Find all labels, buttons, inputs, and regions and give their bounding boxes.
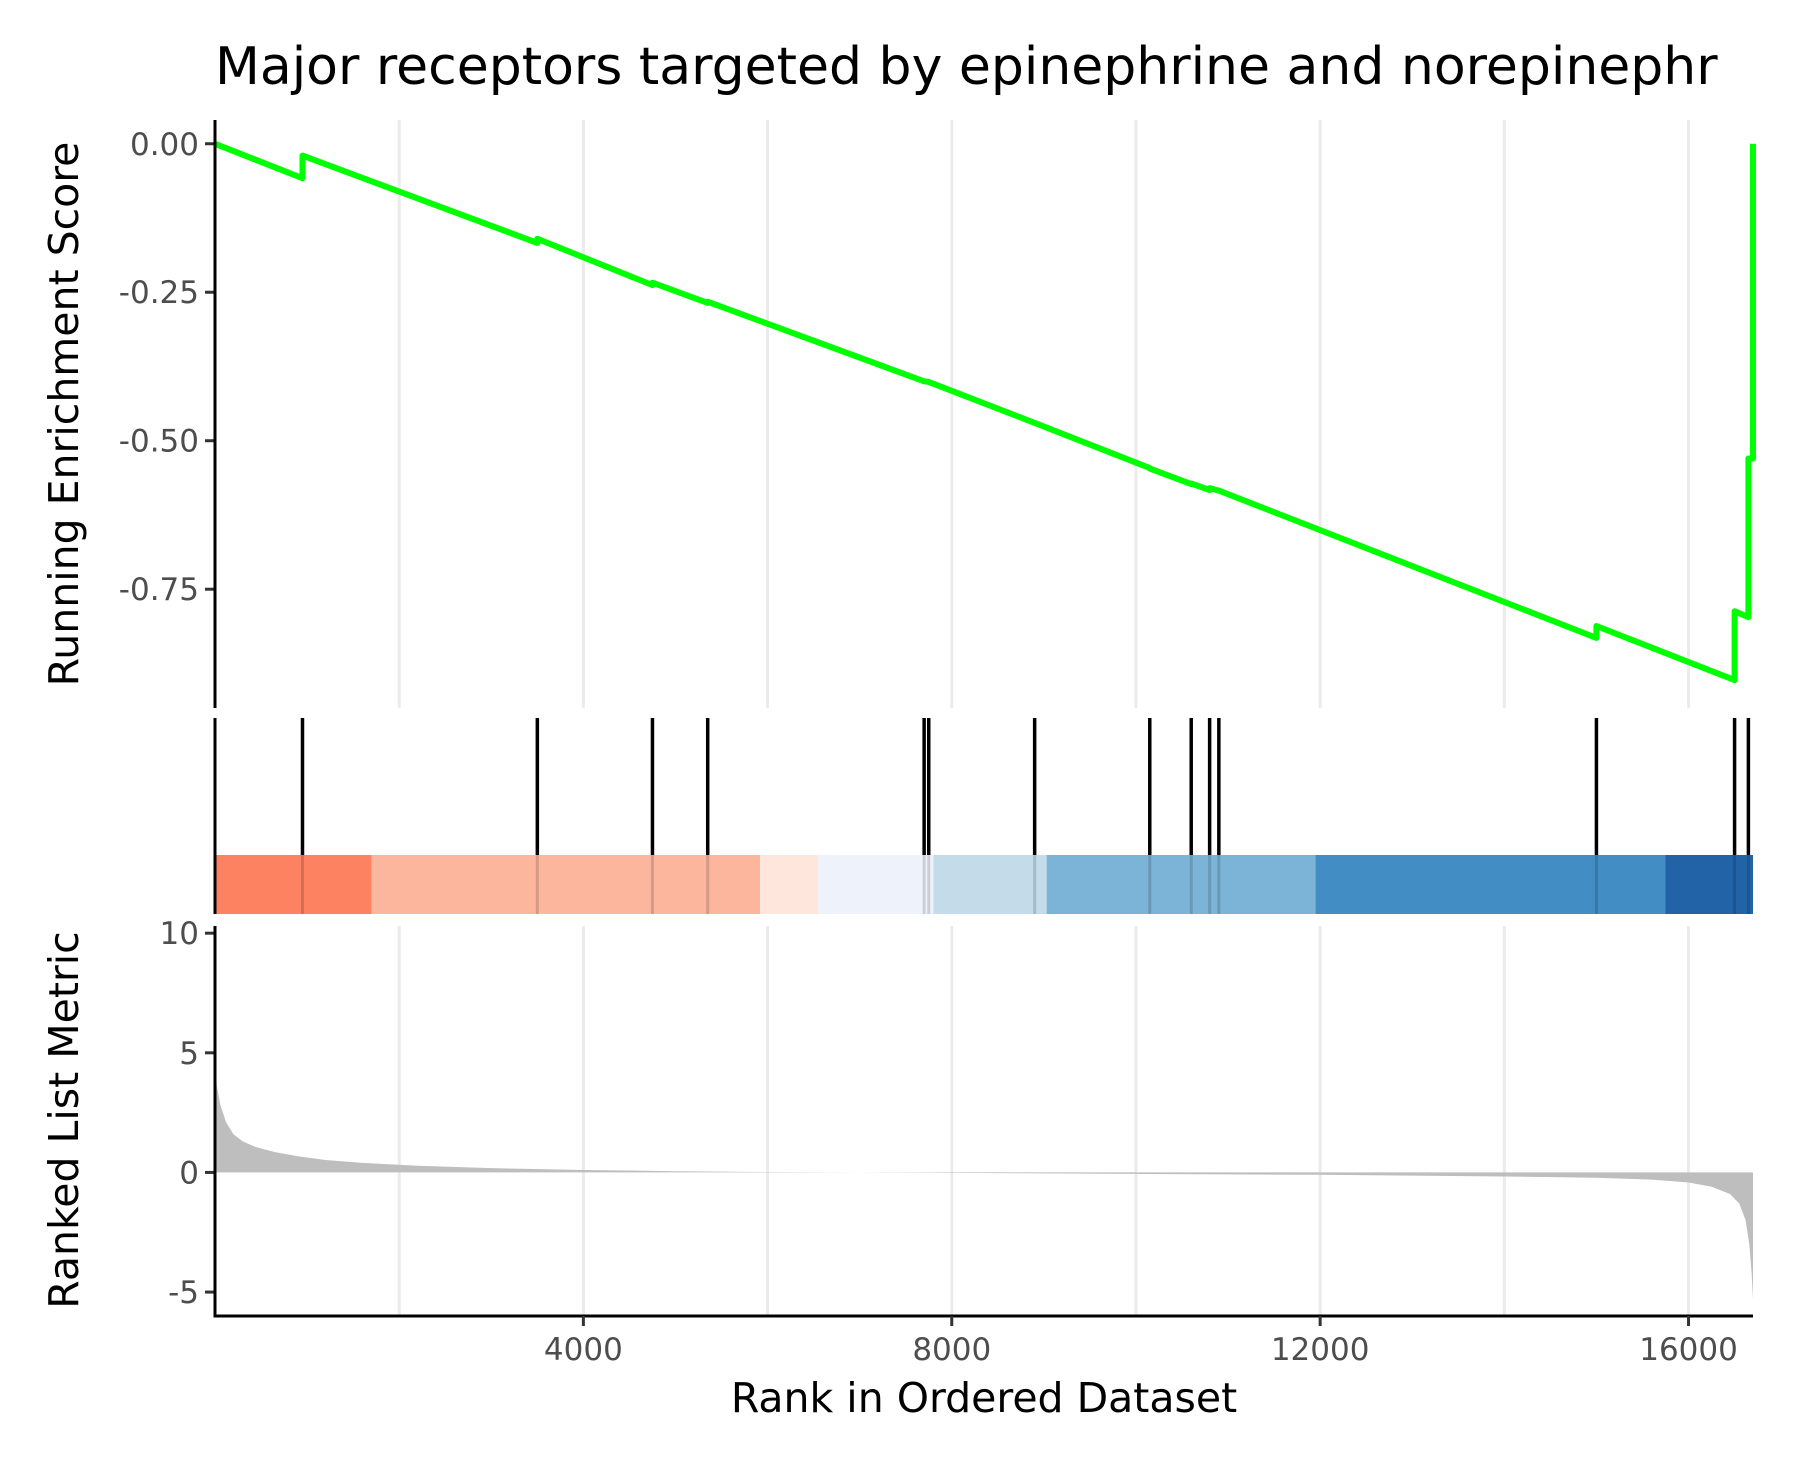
ranked-metric-y-tick-label: 10 [160, 916, 199, 952]
color-band-segment [1046, 855, 1316, 914]
color-band-segment [1665, 855, 1753, 914]
enrichment-y-tick-label: 0.00 [130, 127, 199, 163]
color-band-segment [371, 855, 761, 914]
enrichment-score-line [213, 141, 1756, 684]
x-axis-title: Rank in Ordered Dataset [731, 1374, 1237, 1422]
color-band-segment [760, 855, 819, 914]
color-band-segment [933, 855, 1047, 914]
x-tick-label: 16000 [1639, 1332, 1738, 1368]
x-tick-label: 8000 [912, 1332, 991, 1368]
chart-title: Major receptors targeted by epinephrine … [215, 37, 1718, 97]
x-tick-label: 12000 [1271, 1332, 1370, 1368]
hits-panel [213, 718, 1753, 914]
color-band-segment [1315, 855, 1666, 914]
enrichment-y-tick-label: -0.25 [119, 275, 199, 311]
enrichment-y-tick-label: -0.75 [119, 572, 199, 608]
gene-hit-markers [300, 718, 1751, 914]
rank-color-band [215, 855, 1753, 914]
enrichment-gridlines [397, 120, 1691, 708]
ranked-metric-y-tick-label: 5 [179, 1036, 199, 1072]
enrichment-y-ticks: 0.00 -0.25 -0.50 -0.75 [119, 127, 215, 608]
enrichment-y-axis-title: Running Enrichment Score [40, 142, 88, 687]
color-band-segment [818, 855, 934, 914]
color-band-segment [215, 855, 372, 914]
ranked-metric-gridlines [397, 926, 1691, 1316]
enrichment-y-tick-label: -0.50 [119, 424, 199, 460]
ranked-metric-panel: 10 5 0 -5 4000 8000 12000 16000 Ranked List Me… [40, 916, 1753, 1422]
ranked-metric-y-ticks: 10 5 0 -5 [160, 916, 215, 1311]
ranked-metric-y-tick-label: -5 [168, 1275, 199, 1311]
ranked-metric-y-tick-label: 0 [179, 1155, 199, 1191]
x-tick-label: 4000 [544, 1332, 623, 1368]
ranked-metric-y-axis-title: Ranked List Metric [40, 931, 88, 1308]
x-axis-ticks: 4000 8000 12000 16000 [544, 1316, 1738, 1368]
enrichment-panel: 0.00 -0.25 -0.50 -0.75 Running Enrichment S… [40, 120, 1756, 708]
